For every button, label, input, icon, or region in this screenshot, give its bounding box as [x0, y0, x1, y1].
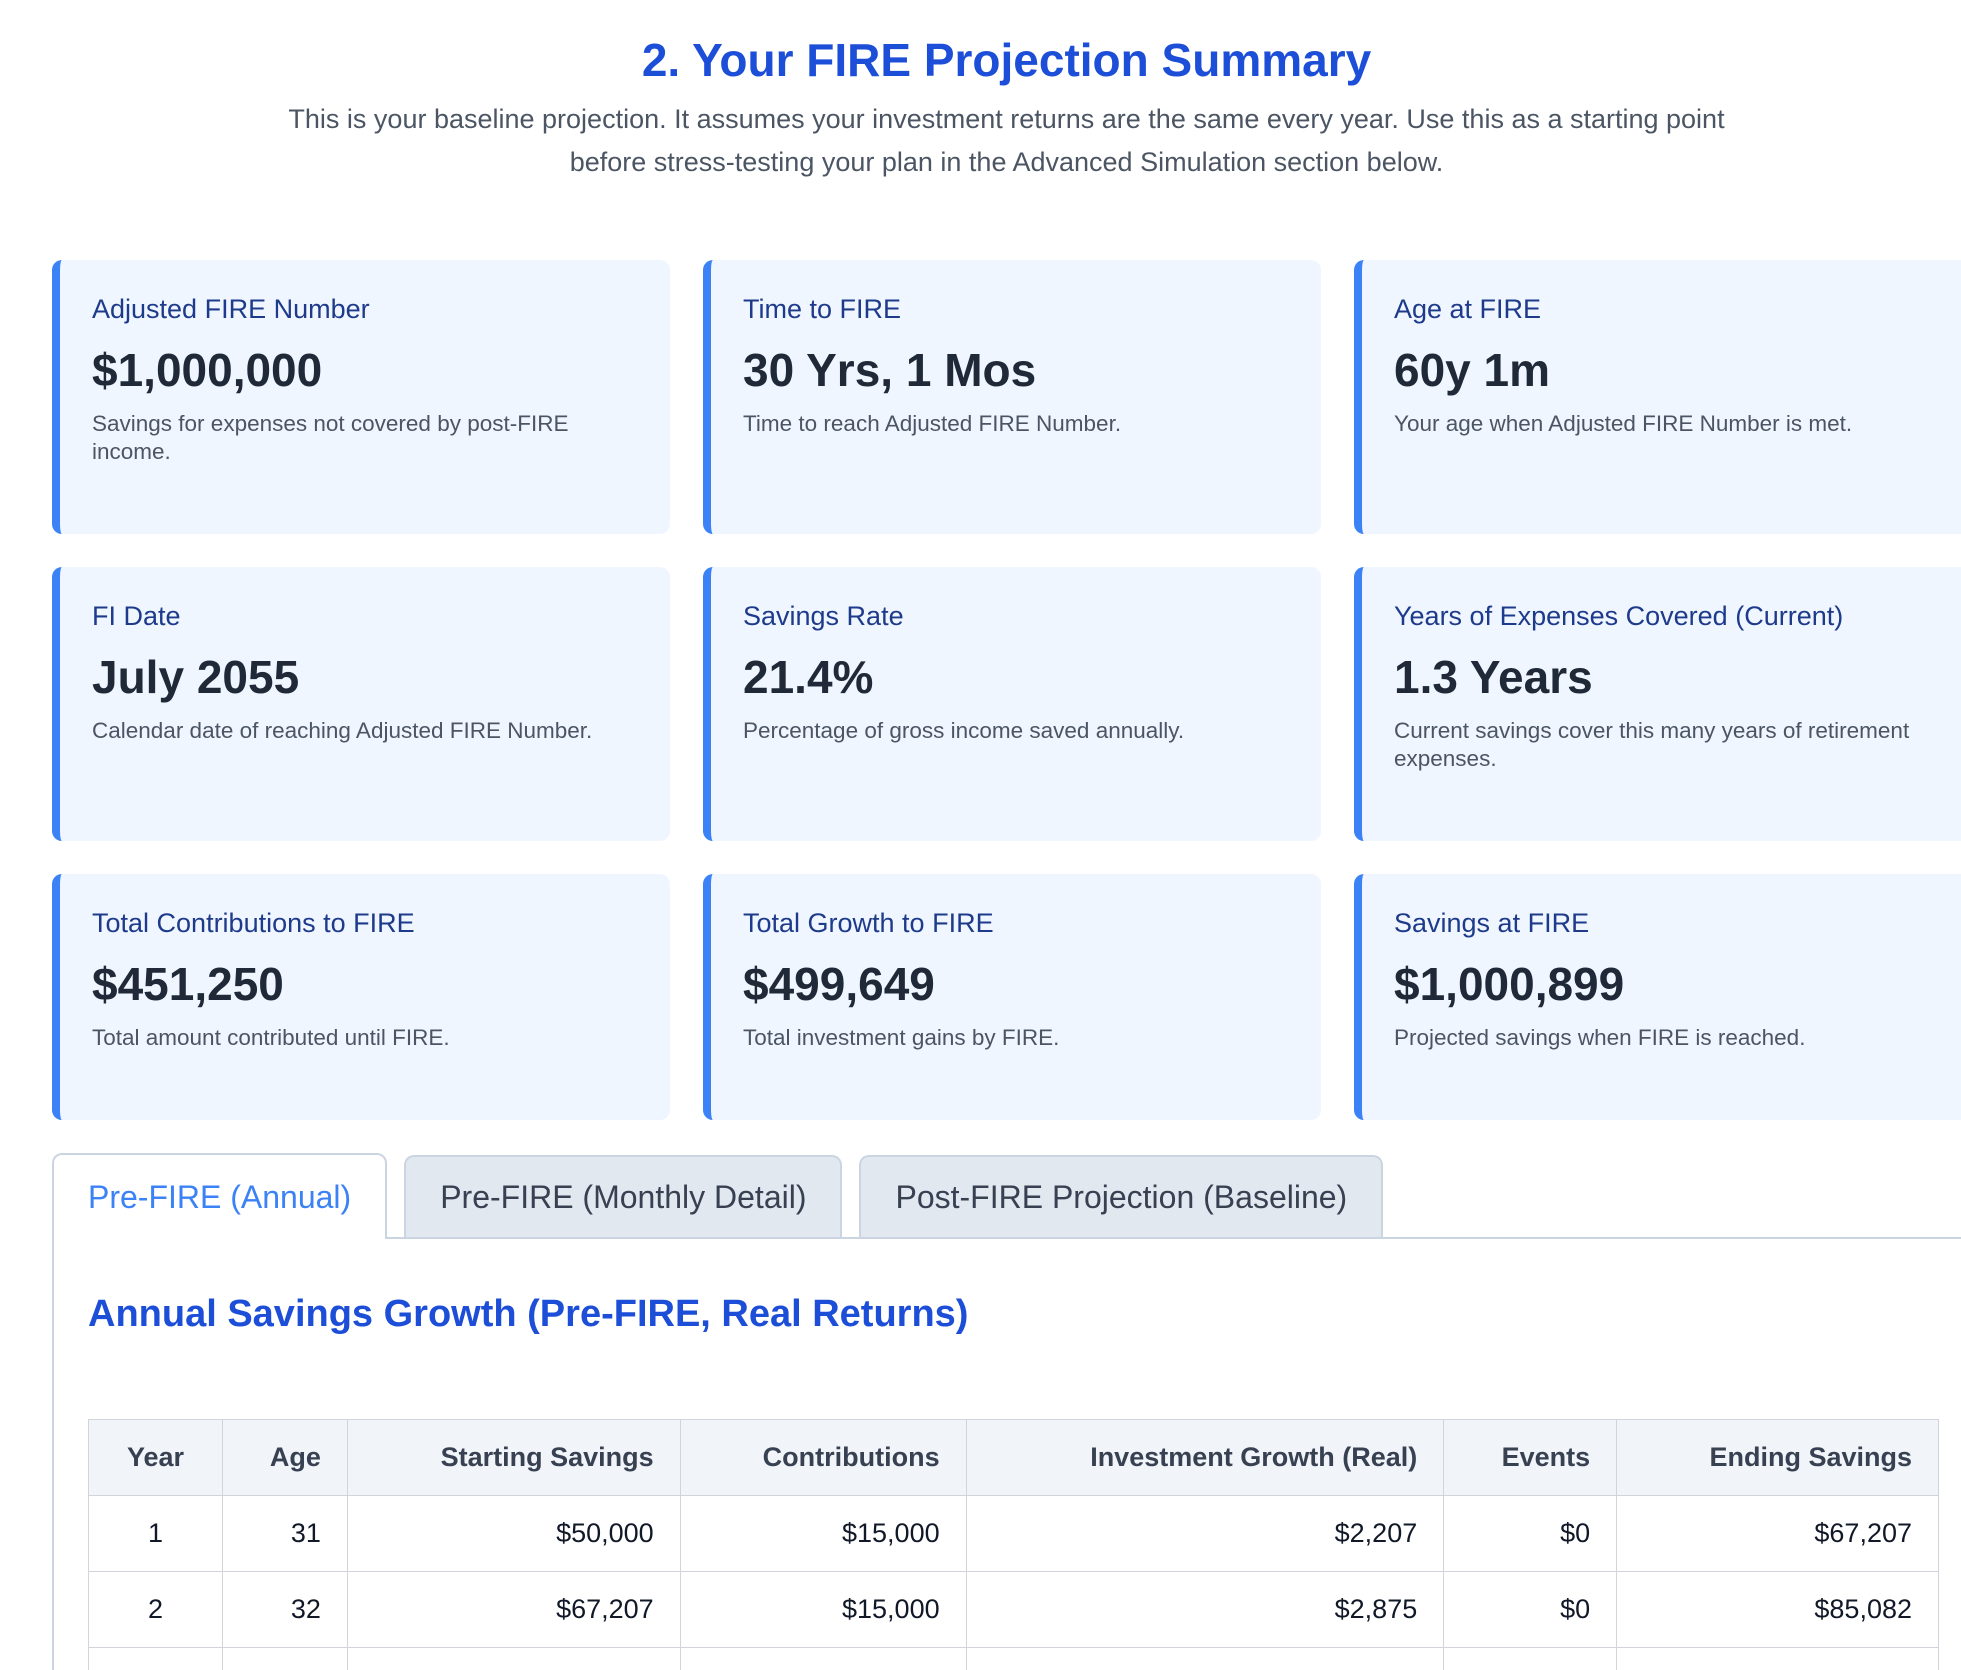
column-header-ending-savings: Ending Savings: [1616, 1419, 1939, 1496]
card-fi-date: FI Date July 2055 Calendar date of reach…: [52, 567, 670, 841]
cell-contributions: [679, 1647, 967, 1670]
card-value: $499,649: [743, 958, 935, 1010]
page-title: 2. Your FIRE Projection Summary: [641, 34, 1372, 86]
card-label: Adjusted FIRE Number: [92, 294, 370, 324]
card-value: July 2055: [92, 651, 300, 703]
card-value: 30 Yrs, 1 Mos: [743, 344, 1037, 396]
card-value: $1,000,000: [92, 344, 323, 396]
tab-pre-fire-monthly-detail[interactable]: Pre-FIRE (Monthly Detail): [404, 1155, 843, 1237]
cell-age: 31: [221, 1495, 348, 1572]
cell-starting-savings: [346, 1647, 681, 1670]
column-header-contributions: Contributions: [679, 1419, 967, 1496]
card-total-contributions: Total Contributions to FIRE $451,250 Tot…: [52, 874, 670, 1120]
projection-tabs: Pre-FIRE (Annual) Pre-FIRE (Monthly Deta…: [52, 1153, 1400, 1239]
column-header-events: Events: [1443, 1419, 1618, 1496]
card-label: Total Contributions to FIRE: [92, 908, 415, 938]
tab-pre-fire-annual[interactable]: Pre-FIRE (Annual): [52, 1153, 388, 1239]
cell-contributions: $15,000: [679, 1571, 967, 1648]
cell-year: 2: [88, 1571, 223, 1648]
card-savings-at-fire: Savings at FIRE $1,000,899 Projected sav…: [1354, 874, 1961, 1120]
cell-year: 1: [88, 1495, 223, 1572]
cell-contributions: $15,000: [679, 1495, 967, 1572]
card-total-growth: Total Growth to FIRE $499,649 Total inve…: [703, 874, 1321, 1120]
card-label: Years of Expenses Covered (Current): [1394, 601, 1844, 631]
card-label: Time to FIRE: [743, 294, 902, 324]
cell-starting-savings: $67,207: [346, 1571, 681, 1648]
column-header-age: Age: [221, 1419, 348, 1496]
column-header-starting-savings: Starting Savings: [346, 1419, 681, 1496]
column-header-year: Year: [88, 1419, 223, 1496]
cell-year: [88, 1647, 223, 1670]
card-description: Time to reach Adjusted FIRE Number.: [743, 411, 1122, 436]
cell-age: [221, 1647, 348, 1670]
card-value: $451,250: [92, 958, 284, 1010]
card-value: 21.4%: [743, 651, 874, 703]
cell-ending-savings: $85,082: [1616, 1571, 1939, 1648]
cell-investment-growth: [965, 1647, 1445, 1670]
cell-investment-growth: $2,207: [965, 1495, 1445, 1572]
card-label: Total Growth to FIRE: [743, 908, 994, 938]
card-description: Savings for expenses not covered by post…: [92, 411, 569, 464]
header: 2. Your FIRE Projection Summary This is …: [0, 30, 1961, 184]
card-description: Calendar date of reaching Adjusted FIRE …: [92, 718, 593, 743]
card-savings-rate: Savings Rate 21.4% Percentage of gross i…: [703, 567, 1321, 841]
cell-events: [1443, 1647, 1618, 1670]
table-row: 2 32 $67,207 $15,000 $2,875 $0 $85,082: [88, 1571, 1939, 1648]
card-value: $1,000,899: [1394, 958, 1625, 1010]
cell-investment-growth: $2,875: [965, 1571, 1445, 1648]
summary-cards: Adjusted FIRE Number $1,000,000 Savings …: [52, 260, 1961, 1120]
cell-starting-savings: $50,000: [346, 1495, 681, 1572]
cell-ending-savings: $67,207: [1616, 1495, 1939, 1572]
card-description: Total amount contributed until FIRE.: [92, 1025, 450, 1050]
tab-panel: Annual Savings Growth (Pre-FIRE, Real Re…: [52, 1237, 1961, 1670]
table-row: 1 31 $50,000 $15,000 $2,207 $0 $67,207: [88, 1495, 1939, 1572]
tab-post-fire-projection[interactable]: Post-FIRE Projection (Baseline): [859, 1155, 1384, 1237]
card-age-at-fire: Age at FIRE 60y 1m Your age when Adjuste…: [1354, 260, 1961, 534]
cell-age: 32: [221, 1571, 348, 1648]
card-description: Total investment gains by FIRE.: [743, 1025, 1060, 1050]
card-label: Savings Rate: [743, 601, 904, 631]
card-description: Your age when Adjusted FIRE Number is me…: [1394, 411, 1853, 436]
card-label: FI Date: [92, 601, 181, 631]
cell-events: $0: [1443, 1571, 1618, 1648]
section-title: Annual Savings Growth (Pre-FIRE, Real Re…: [88, 1293, 969, 1335]
table-header-row: Year Age Starting Savings Contributions …: [88, 1419, 1939, 1496]
card-value: 60y 1m: [1394, 344, 1551, 396]
card-time-to-fire: Time to FIRE 30 Yrs, 1 Mos Time to reach…: [703, 260, 1321, 534]
annual-savings-table: Year Age Starting Savings Contributions …: [88, 1419, 1939, 1670]
card-value: 1.3 Years: [1394, 651, 1593, 703]
card-description: Percentage of gross income saved annuall…: [743, 718, 1185, 743]
card-adjusted-fire-number: Adjusted FIRE Number $1,000,000 Savings …: [52, 260, 670, 534]
card-description: Current savings cover this many years of…: [1394, 718, 1910, 771]
card-years-of-expenses-covered: Years of Expenses Covered (Current) 1.3 …: [1354, 567, 1961, 841]
card-description: Projected savings when FIRE is reached.: [1394, 1025, 1806, 1050]
cell-ending-savings: [1616, 1647, 1939, 1670]
column-header-investment-growth: Investment Growth (Real): [965, 1419, 1445, 1496]
card-label: Age at FIRE: [1394, 294, 1542, 324]
table-row: [88, 1647, 1939, 1670]
cell-events: $0: [1443, 1495, 1618, 1572]
page-subtitle: This is your baseline projection. It ass…: [288, 104, 1725, 177]
card-label: Savings at FIRE: [1394, 908, 1590, 938]
